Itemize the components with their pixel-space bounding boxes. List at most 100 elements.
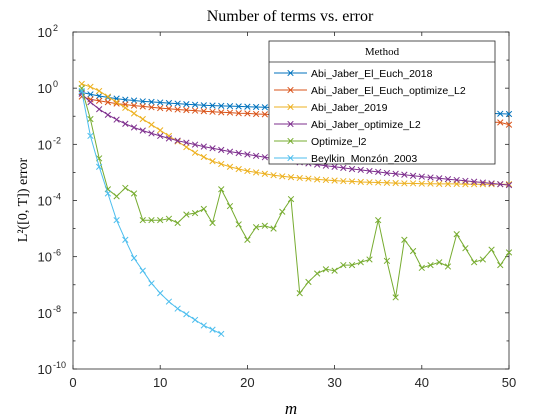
legend-swatch-marker — [287, 86, 294, 94]
series-0-point — [96, 92, 103, 100]
y-tick-exponent: -2 — [53, 135, 61, 145]
series-2-point — [287, 174, 295, 181]
y-tick-base: 10 — [38, 137, 52, 152]
series-1-point — [183, 106, 190, 114]
series-4-point — [401, 236, 408, 243]
series-1-point — [113, 100, 120, 107]
series-1-point — [505, 121, 513, 128]
series-3-point — [191, 141, 199, 148]
series-0-point — [209, 102, 216, 109]
series-4-point — [252, 224, 260, 231]
series-3-point — [218, 146, 225, 154]
series-4-point — [348, 261, 356, 269]
series-4-point — [427, 261, 434, 269]
series-4-point — [261, 222, 268, 229]
series-4-point — [357, 259, 364, 266]
series-2-point — [104, 93, 112, 100]
series-2-point — [96, 87, 103, 95]
series-1-point — [130, 102, 138, 109]
series-3-point — [470, 178, 478, 185]
y-tick-base: 10 — [38, 25, 52, 40]
series-5-point — [96, 163, 103, 170]
series-2-point — [191, 149, 199, 156]
y-tick-base: 10 — [38, 362, 52, 377]
legend-entry-label: Optimize_l2 — [311, 136, 367, 148]
series-5-point — [209, 326, 216, 333]
y-tick-exponent: -6 — [53, 248, 61, 258]
series-4-point — [165, 215, 173, 222]
series-4-point — [340, 261, 347, 269]
series-0-point — [139, 98, 146, 105]
series-3-point — [357, 166, 364, 174]
series-2-point — [157, 127, 164, 134]
y-tick-exponent: -10 — [53, 360, 66, 370]
series-3-point — [130, 124, 138, 131]
series-4-point — [383, 257, 391, 265]
series-4-point — [200, 205, 207, 213]
series-line-4 — [81, 88, 510, 298]
series-4-point — [296, 290, 303, 297]
series-3-point — [252, 152, 260, 160]
series-3-point — [427, 174, 434, 181]
series-1-point — [96, 97, 103, 104]
legend-swatch-marker — [287, 120, 294, 128]
series-5-point — [165, 298, 173, 305]
series-4-point — [497, 261, 504, 269]
series-3-point — [87, 99, 94, 106]
series-4-point — [122, 184, 129, 192]
series-3-point — [505, 181, 513, 189]
series-3-point — [244, 151, 251, 158]
series-1-point — [226, 109, 234, 116]
series-3-point — [104, 111, 112, 118]
series-1-point — [235, 110, 242, 117]
series-4-point — [479, 256, 486, 263]
series-2-point — [244, 167, 251, 175]
series-3-point — [209, 145, 216, 152]
series-5-point — [122, 236, 129, 243]
series-5-point — [191, 316, 199, 324]
series-4-point — [209, 219, 216, 227]
series-4-point — [148, 217, 155, 224]
series-4-point — [453, 231, 460, 238]
series-2-point — [305, 175, 312, 182]
series-4-point — [139, 217, 146, 224]
series-3-point — [366, 167, 373, 175]
series-3-point — [488, 180, 495, 187]
series-4-point — [191, 209, 199, 217]
series-3-point — [348, 165, 356, 173]
series-4-point — [331, 267, 338, 274]
series-3-point — [235, 149, 242, 157]
series-0-point — [200, 102, 207, 109]
legend: Method Abi_Jaber_El_Euch_2018 Abi_Jaber_El… — [268, 40, 496, 165]
series-2-point — [418, 180, 425, 187]
series-1-point — [244, 110, 251, 117]
series-4-point — [366, 256, 373, 263]
series-3-point — [200, 143, 207, 150]
y-tick-exponent: -8 — [53, 304, 61, 314]
series-1-point — [157, 104, 164, 112]
series-4-point — [444, 263, 452, 270]
series-4-point — [392, 294, 399, 301]
series-0-point — [157, 99, 164, 106]
series-1-point — [497, 119, 504, 126]
series-3-point — [418, 173, 425, 180]
series-0-point — [505, 110, 513, 118]
series-5-point — [183, 311, 190, 318]
legend-box — [268, 40, 496, 165]
series-4-point — [78, 85, 85, 92]
series-3-point — [122, 120, 129, 127]
series-2-point — [375, 179, 382, 186]
series-3-point — [392, 170, 399, 177]
legend-swatch-marker — [287, 69, 294, 77]
series-1-point — [209, 108, 216, 115]
series-4-point — [505, 249, 513, 256]
series-1-point — [104, 99, 112, 106]
series-3-point — [340, 164, 347, 172]
series-0-point — [122, 96, 129, 103]
y-tick-exponent: -4 — [53, 192, 61, 202]
series-2-point — [314, 176, 321, 183]
series-5-point — [104, 190, 112, 197]
series-3-point — [96, 106, 103, 113]
series-0-point — [130, 97, 138, 104]
